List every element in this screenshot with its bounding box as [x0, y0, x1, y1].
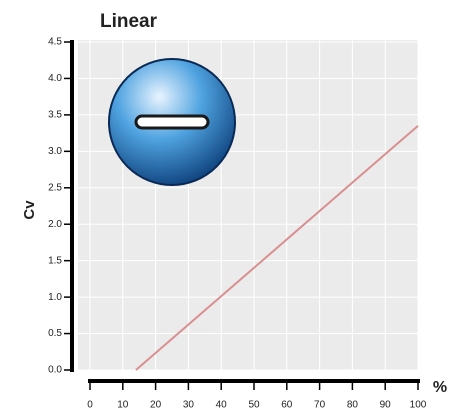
y-tick-label: 4.5 — [48, 37, 62, 48]
x-tick-label: 70 — [314, 400, 326, 411]
x-tick-label: 40 — [216, 400, 228, 411]
x-tick-label: 60 — [281, 400, 293, 411]
x-tick-label: 0 — [87, 400, 93, 411]
x-tick-label: 100 — [410, 400, 427, 411]
y-tick-label: 0.0 — [48, 365, 62, 376]
x-tick-label: 20 — [150, 400, 162, 411]
x-tick-label: 10 — [117, 400, 129, 411]
x-axis-label: % — [433, 379, 447, 396]
y-tick-label: 1.0 — [48, 292, 62, 303]
x-tick-label: 30 — [183, 400, 195, 411]
y-tick-label: 2.0 — [48, 219, 62, 230]
x-tick-label: 80 — [347, 400, 359, 411]
y-tick-label: 4.0 — [48, 73, 62, 84]
x-tick-label: 90 — [380, 400, 392, 411]
y-tick-label: 3.0 — [48, 146, 62, 157]
y-tick-label: 1.5 — [48, 255, 62, 266]
x-tick-label: 50 — [248, 400, 260, 411]
linear-icon — [109, 59, 235, 185]
chart: Linear Cv % 0.0 0.5 1.0 1.5 2.0 2.5 3.0 3.5 4.0 4… — [0, 0, 453, 413]
y-tick-label: 3.5 — [48, 110, 62, 121]
y-tick-label: 2.5 — [48, 182, 62, 193]
y-tick-label: 0.5 — [48, 328, 62, 339]
chart-title: Linear — [100, 11, 158, 32]
y-axis-label: Cv — [21, 200, 38, 220]
